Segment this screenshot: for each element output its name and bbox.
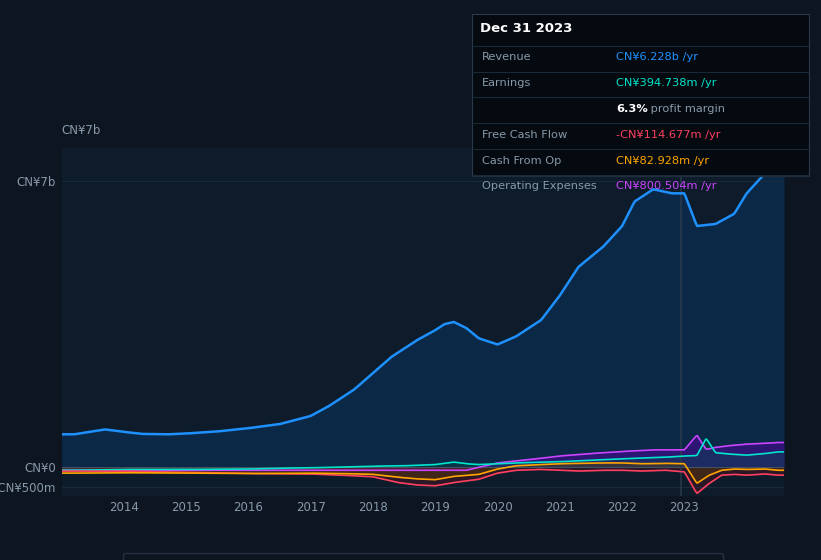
Text: profit margin: profit margin [647, 104, 725, 114]
Text: Cash From Op: Cash From Op [482, 156, 562, 166]
Text: CN¥800.504m /yr: CN¥800.504m /yr [616, 181, 716, 192]
Text: CN¥6.228b /yr: CN¥6.228b /yr [616, 53, 698, 63]
Text: Earnings: Earnings [482, 78, 531, 88]
Text: CN¥394.738m /yr: CN¥394.738m /yr [616, 78, 716, 88]
Text: CN¥7b: CN¥7b [62, 124, 101, 137]
Legend: Revenue, Earnings, Free Cash Flow, Cash From Op, Operating Expenses: Revenue, Earnings, Free Cash Flow, Cash … [123, 553, 722, 560]
Text: Revenue: Revenue [482, 53, 531, 63]
Text: Free Cash Flow: Free Cash Flow [482, 130, 567, 140]
Text: Dec 31 2023: Dec 31 2023 [480, 22, 573, 35]
Text: CN¥82.928m /yr: CN¥82.928m /yr [616, 156, 709, 166]
Text: -CN¥114.677m /yr: -CN¥114.677m /yr [616, 130, 720, 140]
Text: 6.3%: 6.3% [616, 104, 648, 114]
Text: Operating Expenses: Operating Expenses [482, 181, 597, 192]
